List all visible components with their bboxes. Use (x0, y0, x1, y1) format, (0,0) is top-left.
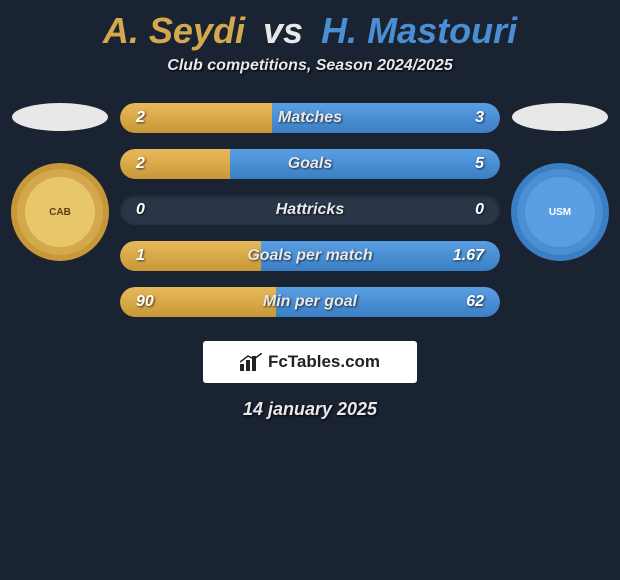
value-a: 2 (120, 155, 206, 173)
page-title: A. Seydi vs H. Mastouri (0, 0, 620, 57)
content: CAB 2Matches32Goals50Hattricks01Goals pe… (0, 103, 620, 333)
shadow-ellipse-right (512, 103, 608, 131)
stat-row-goals-per-match: 1Goals per match1.67 (120, 241, 500, 271)
value-b: 0 (414, 201, 500, 219)
value-a: 90 (120, 293, 206, 311)
value-b: 62 (414, 293, 500, 311)
value-b: 1.67 (414, 247, 500, 265)
value-b: 5 (414, 155, 500, 173)
stat-row-goals: 2Goals5 (120, 149, 500, 179)
player-a-name: A. Seydi (103, 10, 245, 51)
date: 14 january 2025 (0, 399, 620, 420)
stat-label: Goals (206, 155, 414, 173)
shadow-ellipse-left (12, 103, 108, 131)
subtitle: Club competitions, Season 2024/2025 (0, 57, 620, 75)
value-a: 2 (120, 109, 206, 127)
value-b: 3 (414, 109, 500, 127)
value-a: 0 (120, 201, 206, 219)
brand-text: FcTables.com (268, 352, 380, 372)
stat-bars: 2Matches32Goals50Hattricks01Goals per ma… (112, 103, 508, 333)
bar-chart-icon (240, 353, 262, 371)
stat-label: Min per goal (206, 293, 414, 311)
side-left: CAB (8, 103, 112, 261)
side-right: USM (508, 103, 612, 261)
club-logo-a-label: CAB (25, 177, 95, 247)
club-logo-a: CAB (11, 163, 109, 261)
brand-badge[interactable]: FcTables.com (203, 341, 417, 383)
stat-label: Matches (206, 109, 414, 127)
club-logo-b-label: USM (525, 177, 595, 247)
stat-row-min-per-goal: 90Min per goal62 (120, 287, 500, 317)
vs-text: vs (263, 10, 303, 51)
stat-label: Goals per match (206, 247, 414, 265)
stat-label: Hattricks (206, 201, 414, 219)
stat-row-hattricks: 0Hattricks0 (120, 195, 500, 225)
value-a: 1 (120, 247, 206, 265)
comparison-card: A. Seydi vs H. Mastouri Club competition… (0, 0, 620, 420)
stat-row-matches: 2Matches3 (120, 103, 500, 133)
club-logo-b: USM (511, 163, 609, 261)
player-b-name: H. Mastouri (321, 10, 517, 51)
